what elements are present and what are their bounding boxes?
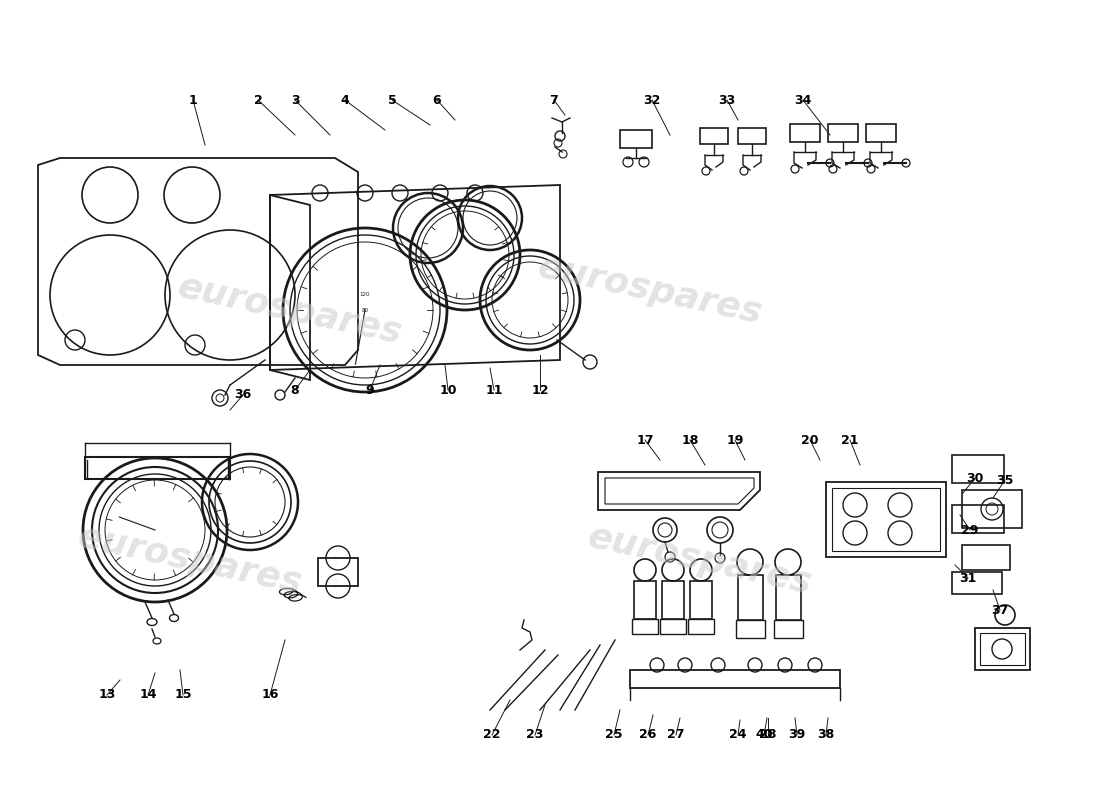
Text: 4: 4 [341, 94, 350, 106]
Text: 7: 7 [550, 94, 559, 106]
Text: 31: 31 [959, 571, 977, 585]
Text: 24: 24 [729, 729, 747, 742]
Text: 32: 32 [644, 94, 661, 106]
Text: 15: 15 [174, 689, 191, 702]
Text: 36: 36 [234, 389, 252, 402]
Text: 38: 38 [817, 729, 835, 742]
Text: 19: 19 [726, 434, 744, 446]
Text: 16: 16 [262, 689, 278, 702]
Text: eurospares: eurospares [175, 270, 405, 350]
Text: 37: 37 [991, 603, 1009, 617]
Text: 21: 21 [842, 434, 859, 446]
Text: 26: 26 [639, 729, 657, 742]
Text: 17: 17 [636, 434, 653, 446]
Text: 25: 25 [605, 729, 623, 742]
Text: 40: 40 [756, 729, 772, 742]
Text: 33: 33 [718, 94, 736, 106]
Text: 35: 35 [997, 474, 1014, 486]
Text: 5: 5 [387, 94, 396, 106]
Text: 10: 10 [439, 383, 456, 397]
Text: 18: 18 [681, 434, 698, 446]
Text: 13: 13 [98, 689, 116, 702]
Text: 28: 28 [759, 729, 777, 742]
Text: 39: 39 [789, 729, 805, 742]
Text: 9: 9 [365, 383, 374, 397]
Text: eurospares: eurospares [75, 520, 306, 600]
Text: 3: 3 [290, 94, 299, 106]
Text: 12: 12 [531, 383, 549, 397]
Text: 1: 1 [188, 94, 197, 106]
Text: 11: 11 [485, 383, 503, 397]
Text: 6: 6 [432, 94, 441, 106]
Text: 22: 22 [483, 729, 500, 742]
Text: 8: 8 [290, 383, 299, 397]
Text: 29: 29 [961, 523, 979, 537]
Text: 80: 80 [362, 307, 369, 313]
Text: 30: 30 [966, 471, 983, 485]
Text: 34: 34 [794, 94, 812, 106]
Text: 20: 20 [801, 434, 818, 446]
Text: 2: 2 [254, 94, 263, 106]
Text: 27: 27 [668, 729, 684, 742]
Text: eurospares: eurospares [535, 250, 766, 330]
Text: 23: 23 [526, 729, 543, 742]
Text: 120: 120 [360, 293, 371, 298]
Text: 14: 14 [140, 689, 156, 702]
Text: eurospares: eurospares [585, 520, 815, 600]
